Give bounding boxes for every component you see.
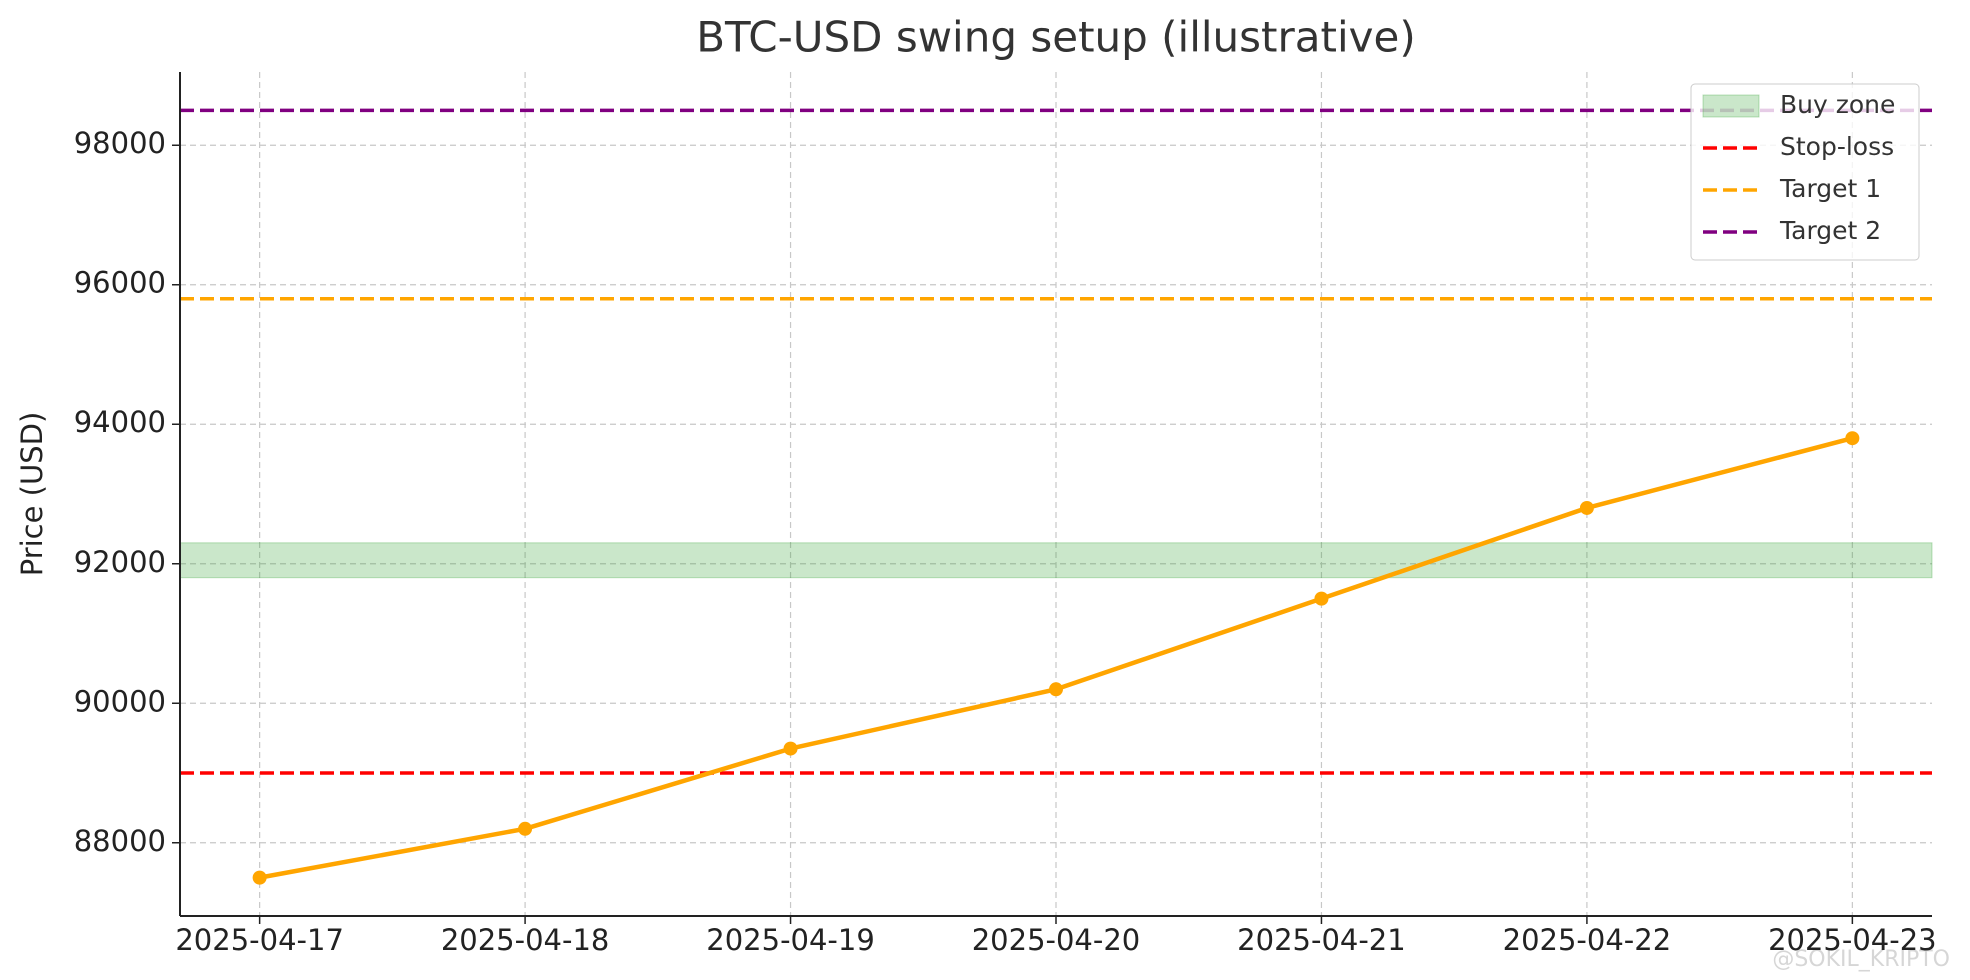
legend-label: Stop-loss [1780, 132, 1894, 161]
price-point [783, 741, 798, 756]
y-axis-label: Price (USD) [15, 412, 49, 577]
price-point [518, 821, 533, 836]
price-point [1049, 682, 1063, 697]
legend-swatch [1702, 94, 1760, 118]
y-tick-label: 92000 [74, 545, 166, 579]
x-tick-label: 2025-04-20 [972, 923, 1141, 957]
x-tick-label: 2025-04-21 [1237, 923, 1406, 957]
y-tick-label: 88000 [74, 824, 166, 858]
x-tick-label: 2025-04-23 [1768, 923, 1937, 957]
y-tick-label: 98000 [74, 126, 166, 160]
legend-label: Target 1 [1779, 174, 1881, 203]
buy-zone [179, 542, 1933, 579]
chart-title: BTC-USD swing setup (illustrative) [696, 13, 1416, 62]
legend: Buy zone Stop-loss Target 1 Target 2 [1690, 83, 1920, 261]
price-point [1845, 431, 1860, 446]
y-tick-label: 96000 [74, 266, 166, 300]
price-point [252, 870, 267, 885]
legend-label: Buy zone [1780, 90, 1895, 119]
watermark: @SOKIL_KRIPTO [1772, 947, 1950, 972]
legend-label: Target 2 [1779, 216, 1881, 245]
y-tick-label: 94000 [74, 405, 166, 439]
y-tick-label: 90000 [74, 684, 166, 718]
price-point [1314, 591, 1329, 606]
x-tick-label: 2025-04-18 [441, 923, 610, 957]
x-tick-label: 2025-04-19 [706, 923, 875, 957]
legend-box [1690, 83, 1920, 261]
price-point [1579, 500, 1594, 515]
x-tick-label: 2025-04-22 [1503, 923, 1672, 957]
x-tick-label: 2025-04-17 [175, 923, 344, 957]
